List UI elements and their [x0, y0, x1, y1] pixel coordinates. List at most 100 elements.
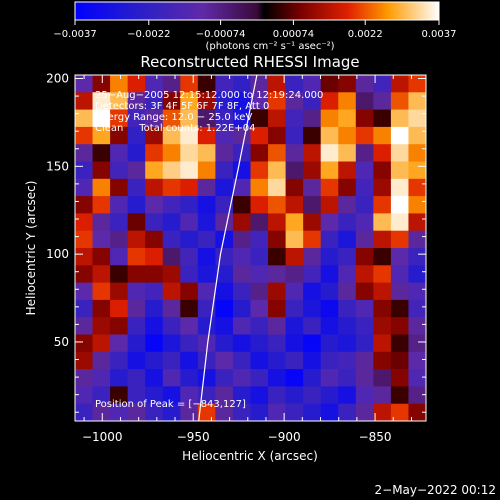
heatmap-cell: [355, 213, 374, 232]
heatmap-cell: [250, 351, 269, 370]
heatmap-cell: [390, 317, 410, 336]
heatmap-cell: [180, 248, 199, 266]
heatmap-cell: [285, 265, 304, 284]
heatmap-cell: [145, 75, 164, 93]
heatmap-cell: [338, 299, 357, 318]
heatmap-cell: [373, 230, 392, 249]
heatmap-cell: [197, 126, 216, 145]
heatmap-cell: [390, 248, 410, 266]
heatmap-cell: [355, 403, 374, 421]
heatmap-cell: [373, 75, 392, 93]
heatmap-cell: [320, 109, 339, 128]
heatmap-cell: [338, 248, 357, 266]
heatmap-cell: [162, 213, 181, 232]
heatmap-cell: [320, 230, 339, 249]
heatmap-cell: [232, 230, 252, 249]
heatmap-cell: [75, 144, 94, 163]
heatmap-cell: [197, 351, 216, 370]
heatmap-cell: [408, 386, 426, 405]
heatmap-cell: [390, 161, 410, 180]
heatmap-cell: [338, 282, 357, 301]
heatmap-cell: [408, 178, 426, 197]
footer-timestamp: 2−May−2022 00:12: [375, 483, 497, 497]
heatmap-cell: [75, 213, 94, 232]
heatmap-cell: [285, 351, 304, 370]
heatmap-cell: [180, 161, 199, 180]
heatmap-cell: [232, 75, 252, 93]
heatmap-cell: [338, 351, 357, 370]
heatmap-cell: [268, 109, 287, 128]
heatmap-cell: [75, 161, 94, 180]
heatmap-cell: [355, 369, 374, 387]
heatmap-cell: [355, 299, 374, 318]
heatmap-cell: [127, 403, 146, 421]
heatmap-cell: [145, 109, 164, 128]
heatmap-cell: [373, 126, 392, 145]
heatmap-cell: [408, 75, 426, 93]
heatmap-cell: [320, 386, 339, 405]
heatmap-cell: [162, 75, 181, 93]
heatmap-cell: [303, 317, 322, 336]
heatmap-cell: [268, 144, 287, 163]
heatmap-cell: [408, 161, 426, 180]
heatmap-cell: [250, 299, 269, 318]
heatmap-cell: [373, 386, 392, 405]
heatmap-cell: [268, 265, 287, 284]
heatmap-cell: [232, 351, 252, 370]
heatmap-cell: [408, 213, 426, 232]
heatmap-cell: [250, 369, 269, 387]
heatmap-cell: [268, 92, 287, 111]
heatmap-cell: [390, 334, 410, 353]
heatmap-cell: [75, 196, 94, 214]
heatmap-cell: [285, 109, 304, 128]
heatmap-cell: [268, 196, 287, 214]
heatmap-cell: [232, 109, 252, 128]
heatmap-cell: [110, 161, 129, 180]
heatmap-cell: [320, 75, 339, 93]
heatmap-cell: [303, 178, 322, 197]
heatmap-cell: [127, 282, 146, 301]
heatmap-cell: [215, 265, 234, 284]
heatmap-cell: [355, 265, 374, 284]
heatmap-cell: [408, 92, 426, 111]
heatmap-cell: [162, 230, 181, 249]
heatmap-cell: [92, 265, 111, 284]
heatmap-cell: [390, 144, 410, 163]
heatmap-cell: [250, 403, 269, 421]
heatmap-cell: [180, 213, 199, 232]
heatmap-cell: [303, 386, 322, 405]
heatmap-cell: [285, 213, 304, 232]
heatmap-cell: [250, 75, 269, 93]
heatmap-cell: [355, 126, 374, 145]
heatmap-cell: [320, 196, 339, 214]
heatmap-cell: [197, 248, 216, 266]
heatmap-cell: [110, 178, 129, 197]
heatmap-cell: [408, 369, 426, 387]
heatmap-cell: [250, 386, 269, 405]
heatmap-cell: [285, 369, 304, 387]
heatmap-cell: [338, 126, 357, 145]
heatmap-cell: [75, 92, 94, 111]
heatmap-cell: [338, 369, 357, 387]
heatmap-cell: [232, 248, 252, 266]
heatmap-cell: [110, 109, 129, 128]
heatmap-cell: [127, 265, 146, 284]
heatmap-cell: [390, 178, 410, 197]
heatmap-cell: [390, 351, 410, 370]
heatmap-cell: [268, 351, 287, 370]
heatmap-cell: [390, 403, 410, 421]
heatmap-cell: [268, 213, 287, 232]
heatmap-cell: [303, 248, 322, 266]
heatmap-cell: [92, 92, 111, 111]
heatmap-cell: [127, 334, 146, 353]
heatmap-cell: [408, 334, 426, 353]
heatmap-cell: [145, 161, 164, 180]
heatmap-cell: [373, 144, 392, 163]
heatmap-cell: [92, 109, 111, 128]
heatmap-cell: [390, 299, 410, 318]
heatmap-cell: [408, 248, 426, 266]
heatmap-cell: [320, 351, 339, 370]
heatmap-cell: [145, 126, 164, 145]
heatmap-cell: [75, 230, 94, 249]
heatmap-cell: [162, 369, 181, 387]
